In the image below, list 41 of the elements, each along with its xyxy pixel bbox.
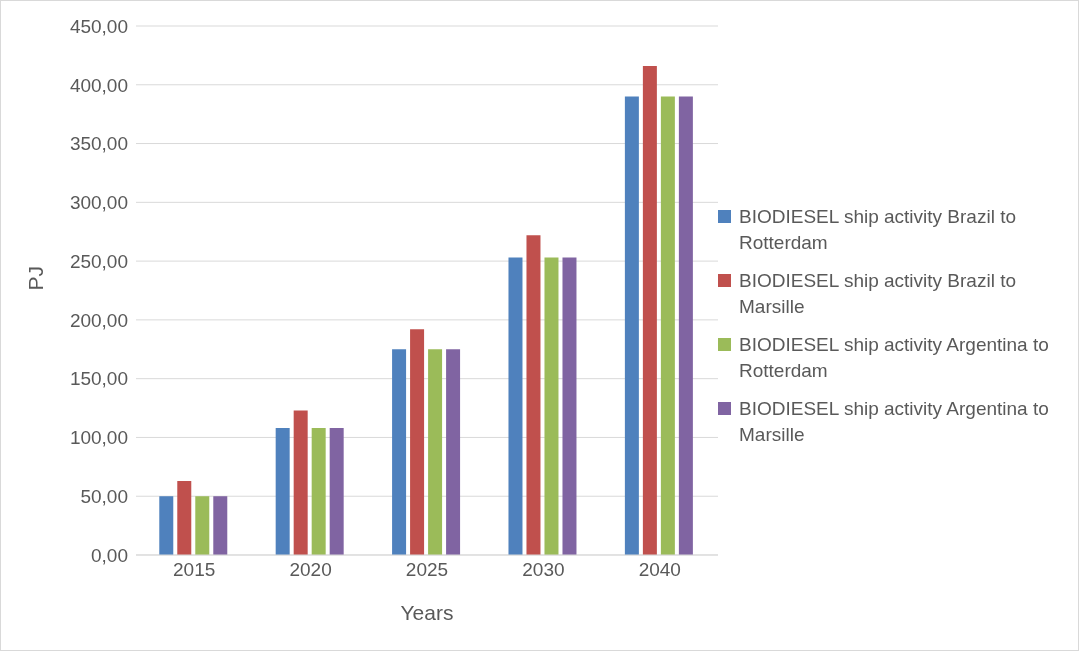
bar	[213, 496, 228, 555]
x-tick-label: 2025	[405, 559, 449, 581]
bar	[311, 428, 326, 555]
bar	[642, 65, 657, 555]
x-tick-label: 2020	[289, 559, 332, 581]
y-tick-label: 100,00	[69, 427, 128, 449]
bar	[428, 349, 443, 555]
y-tick-label: 350,00	[69, 133, 128, 155]
bar	[195, 496, 210, 555]
y-axis-title: PJ	[24, 265, 48, 291]
x-axis-title: Years	[400, 601, 454, 624]
y-tick-label: 0,00	[91, 544, 128, 566]
bar	[562, 257, 577, 555]
bar	[159, 496, 174, 555]
y-tick-label: 200,00	[69, 309, 128, 331]
y-tick-label: 450,00	[69, 15, 128, 37]
y-tick-label: 50,00	[80, 485, 128, 507]
bar	[275, 428, 290, 555]
bar	[446, 349, 461, 555]
x-tick-label: 2040	[638, 559, 681, 581]
x-tick-label: 2015	[173, 559, 216, 581]
bar	[329, 428, 344, 555]
bar	[544, 257, 559, 555]
bar	[177, 480, 192, 555]
bar	[678, 96, 693, 555]
legend-label: BIODIESEL ship activity Argentina to Rotterdam	[739, 332, 1050, 383]
legend-label: BIODIESEL ship activity Brazil to Marsille	[739, 268, 1017, 319]
bar	[660, 96, 675, 555]
bar	[624, 96, 639, 555]
legend-label: BIODIESEL ship activity Argentina to Marsille	[739, 396, 1050, 447]
y-tick-label: 400,00	[69, 74, 128, 96]
legend-label: BIODIESEL ship activity Brazil to Rotterdam	[739, 204, 1017, 255]
x-tick-label: 2030	[522, 559, 565, 581]
bar	[526, 235, 541, 555]
bar	[410, 329, 425, 555]
y-tick-label: 300,00	[69, 192, 128, 214]
bar	[508, 257, 523, 555]
y-tick-label: 250,00	[69, 250, 128, 272]
bar	[293, 410, 308, 555]
y-tick-label: 150,00	[69, 368, 128, 390]
bar	[392, 349, 407, 555]
